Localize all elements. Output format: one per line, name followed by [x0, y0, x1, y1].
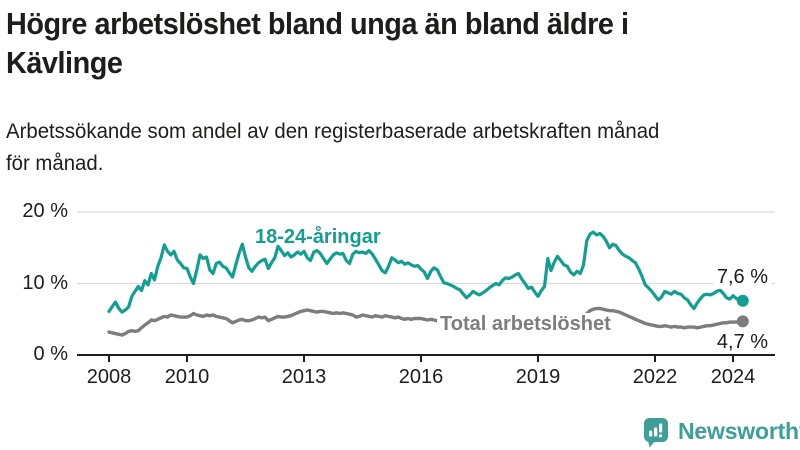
newsworthy-logo-icon: [644, 418, 668, 448]
total-line: [107, 306, 745, 337]
youth-line: [107, 230, 745, 314]
y-tick-label: 20 %: [22, 200, 68, 222]
total-series-end-dot: [736, 315, 749, 328]
x-axis-ticks: [108, 355, 734, 362]
total-end-value-label: 4,7 %: [712, 331, 772, 354]
total-series-label: Total arbetslöshet: [437, 313, 614, 336]
y-tick-label: 10 %: [22, 271, 68, 294]
x-tick-label: 2013: [281, 366, 327, 388]
speech-bubble-tail: [648, 440, 656, 448]
x-tick-label: 2010: [164, 366, 210, 388]
x-tick-label: 2022: [632, 366, 678, 388]
youth-end-value-label: 7,6 %: [712, 266, 772, 289]
brand-name: Newsworthy: [678, 418, 800, 444]
x-tick-label: 2016: [398, 366, 444, 388]
subtitle-line-1: Arbetssökande som andel av den registerb…: [6, 120, 660, 143]
title-line-2: Kävlinge: [6, 45, 123, 80]
title-line-1: Högre arbetslöshet bland unga än bland ä…: [6, 6, 629, 41]
y-tick-label: 0 %: [33, 343, 68, 365]
subtitle-line-2: för månad.: [6, 152, 104, 175]
page-title: Högre arbetslöshet bland unga än bland ä…: [6, 4, 629, 82]
youth-series-end-dot: [736, 294, 749, 307]
x-tick-label: 2019: [515, 366, 561, 388]
x-tick-label: 2008: [86, 366, 132, 388]
youth-series-label: 18-24-åringar: [255, 226, 381, 248]
newsworthy-logo: Newsworthy: [643, 417, 800, 449]
x-tick-label: 2024: [710, 366, 756, 388]
chart-subtitle: Arbetssökande som andel av den registerb…: [6, 116, 659, 180]
